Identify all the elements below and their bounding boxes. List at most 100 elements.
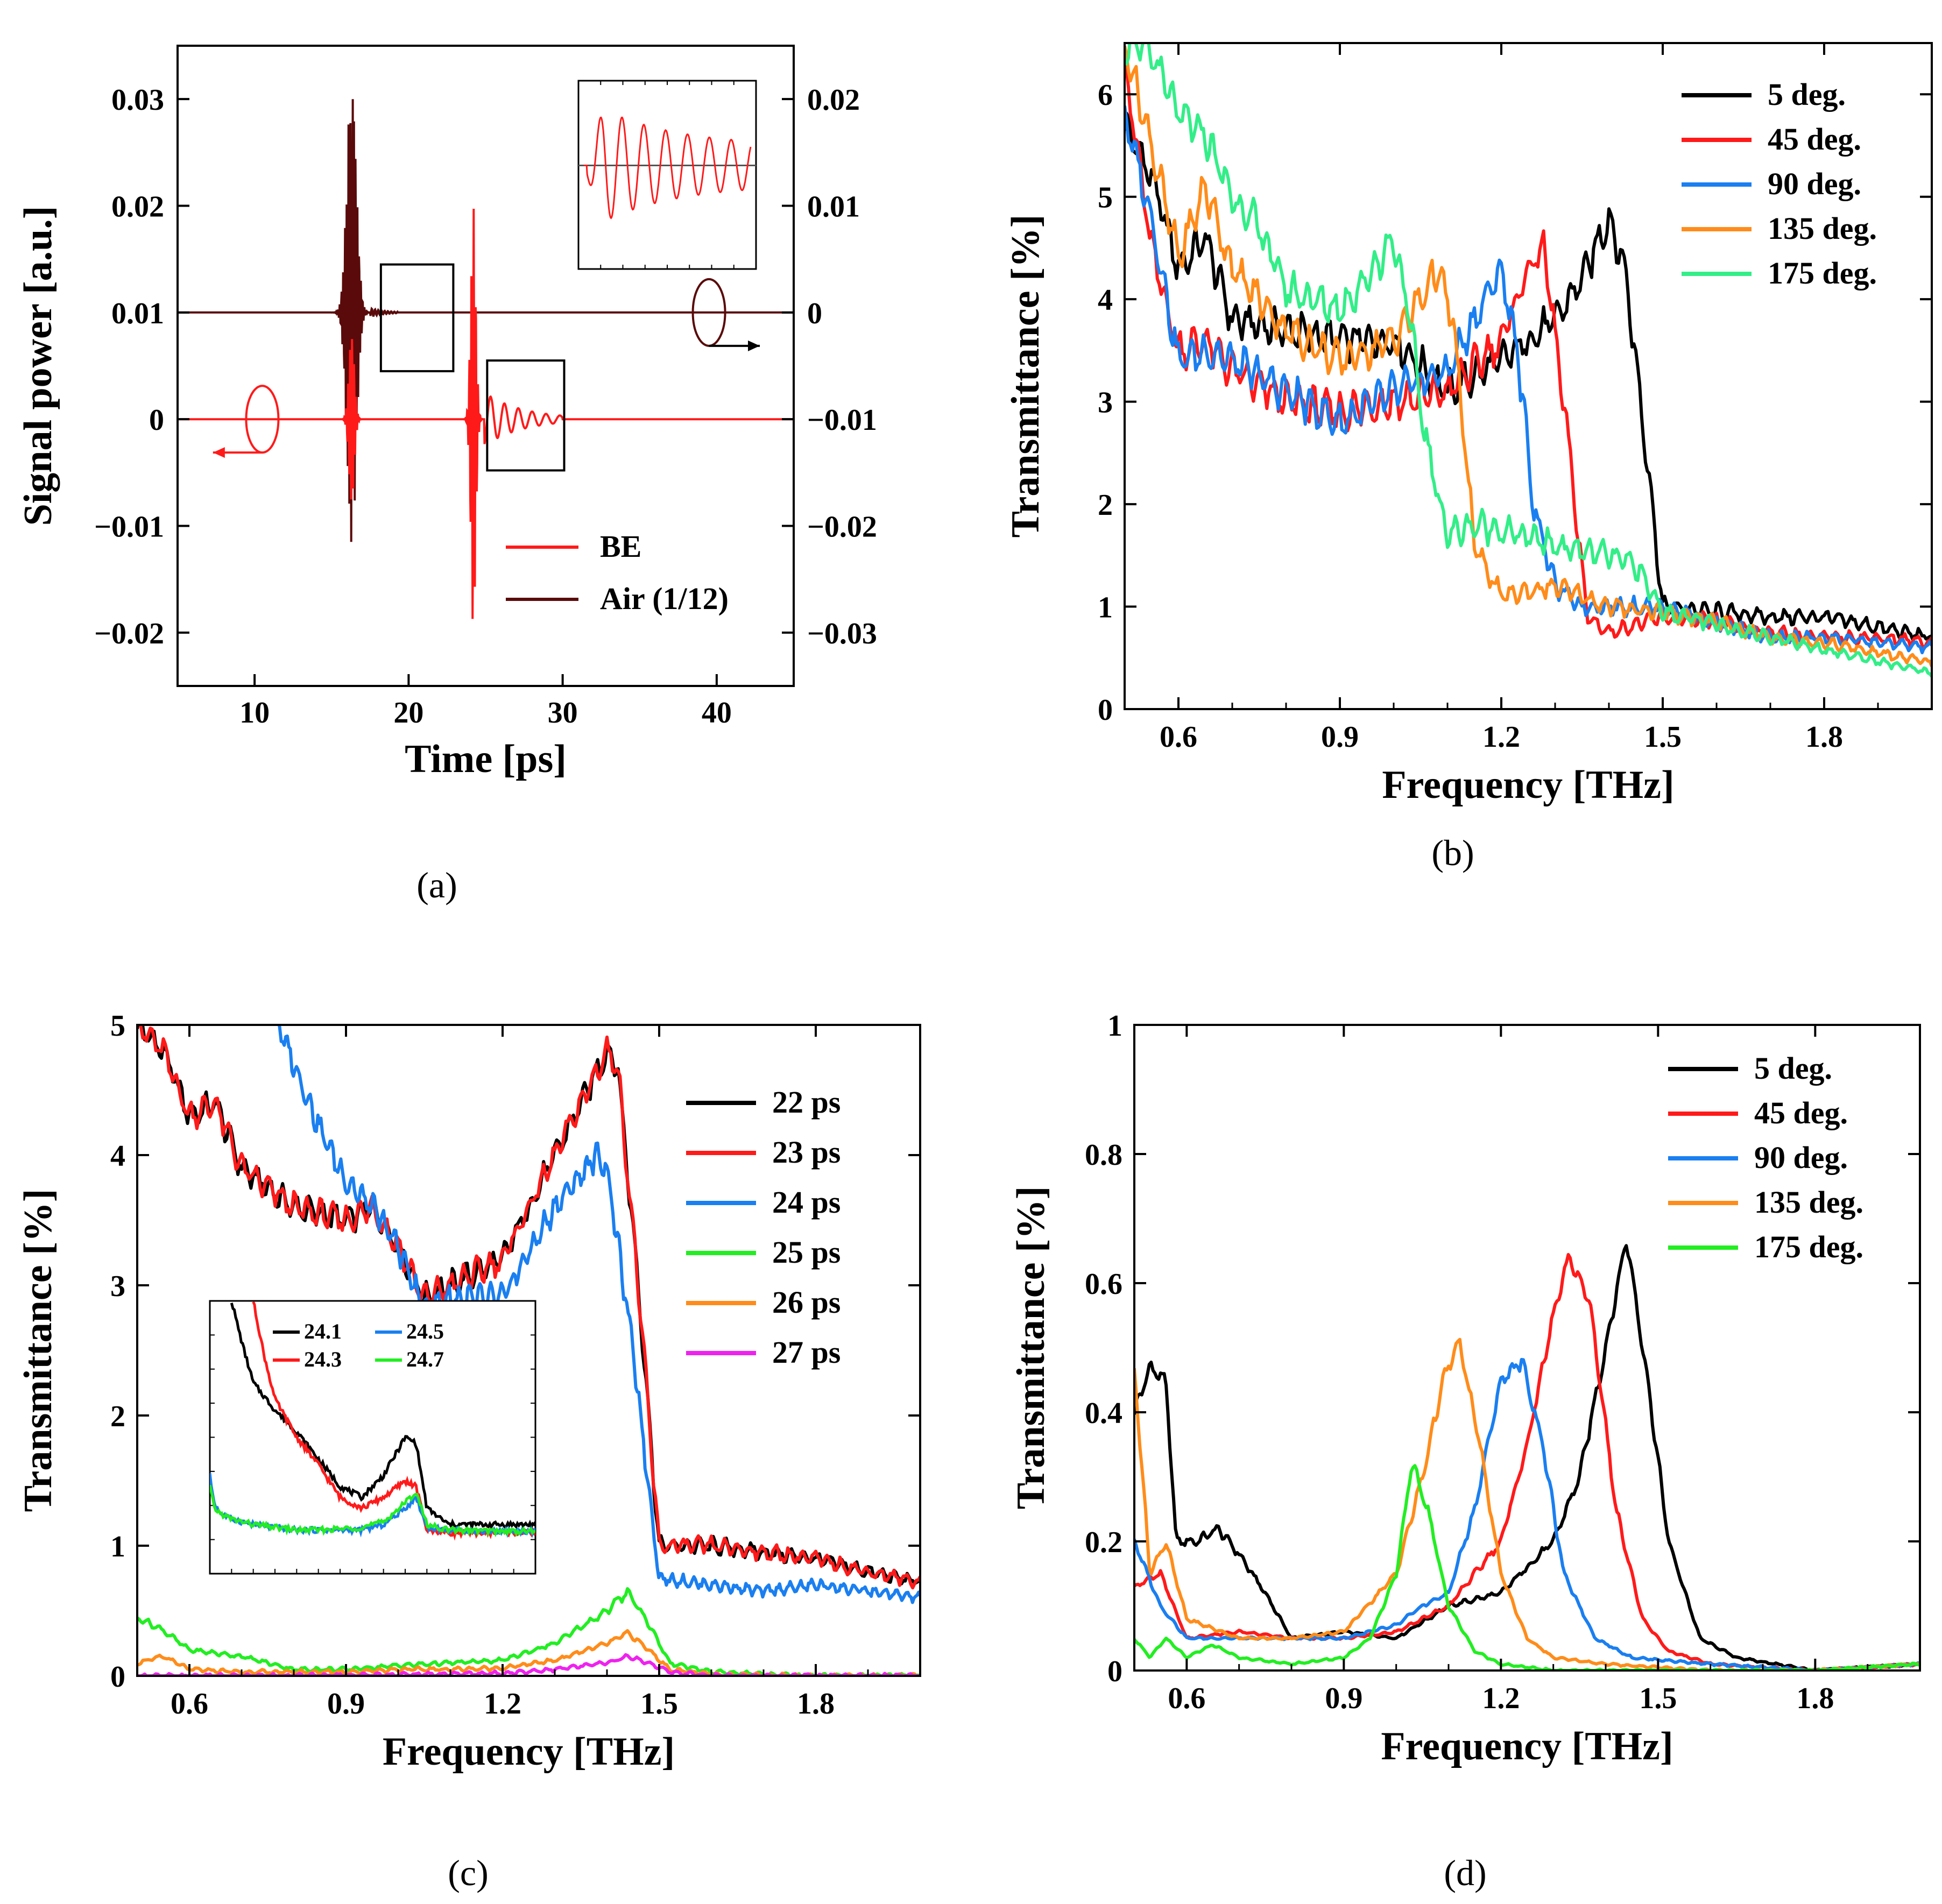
y-left-tick-label: −0.02: [94, 617, 164, 650]
legend-label: 45 deg.: [1768, 122, 1861, 157]
caption-d: (d): [1444, 1852, 1486, 1893]
y-right-tick-label: −0.02: [807, 511, 877, 544]
panel-d: 0.6 0.9 1.2 1.5 1.8 0 0.2 0.4 0.6 0.8 1 Frequency […: [1009, 1009, 1921, 1768]
legend-label: 45 deg.: [1754, 1095, 1848, 1130]
y-right-tick-label: −0.01: [807, 404, 877, 437]
y-right-tick-label: 0.02: [807, 83, 860, 117]
x-axis-label: Time [ps]: [405, 737, 567, 781]
inset-legend-label: 24.7: [406, 1347, 444, 1371]
x-tick-label: 0.6: [1168, 1682, 1205, 1715]
legend-label: 175 deg.: [1754, 1229, 1863, 1264]
y-axis-label: Transmittance [%]: [16, 1189, 60, 1512]
x-tick-label: 1.8: [1805, 720, 1843, 754]
series-line-90-deg-: [1125, 105, 1932, 655]
legend-label: Air (1/12): [600, 581, 729, 616]
plot-frame: [136, 1024, 921, 1677]
series-line-25-ps: [137, 1587, 920, 1676]
y-left-tick-label: −0.01: [94, 511, 164, 544]
series-line-175-deg-: [1134, 1464, 1920, 1671]
y-tick-label: 5: [110, 1009, 125, 1043]
y-tick-label: 0.8: [1085, 1138, 1122, 1172]
x-tick-label: 1.5: [1644, 720, 1682, 754]
inset-line-be: [584, 116, 752, 220]
series-line-27-ps: [137, 1653, 920, 1676]
series-line-24-ps: [277, 1025, 920, 1604]
plot-frame: [1133, 1024, 1921, 1672]
x-tick-label: 10: [239, 696, 270, 730]
x-tick-label: 20: [393, 696, 423, 730]
inset-frame: [577, 80, 757, 270]
panel-b: 0.6 0.9 1.2 1.5 1.8 0 1 2 3 4 5 6 Frequency [THz] Tra…: [1004, 42, 1933, 807]
series-line-26-ps: [137, 1629, 920, 1676]
y-tick-label: 5: [1098, 181, 1113, 215]
y-tick-label: 4: [110, 1139, 125, 1173]
series-group: [137, 1025, 920, 1676]
x-tick-label: 30: [548, 696, 578, 730]
series-line-air: [178, 99, 794, 542]
series-line-23-ps: [138, 1025, 920, 1590]
y-tick-label: 0: [110, 1660, 125, 1694]
plot-frame: [1124, 42, 1933, 710]
series-line-5-deg-: [1125, 111, 1932, 641]
caption-c: (c): [448, 1852, 488, 1893]
series-group: [178, 99, 794, 619]
y-tick-label: 1: [110, 1530, 125, 1563]
x-tick-label: 1.5: [1639, 1682, 1677, 1715]
y-left-tick-label: 0.02: [111, 190, 164, 224]
y-tick-label: 0: [1098, 693, 1113, 727]
series-line-135-deg-: [1134, 1337, 1920, 1671]
x-tick-label: 1.8: [797, 1687, 835, 1721]
x-tick-label: 0.9: [327, 1687, 365, 1721]
inset: 24.1 24.3 24.5 24.7: [209, 1300, 536, 1575]
x-axis-label: Frequency [THz]: [1381, 1724, 1673, 1768]
y-tick-label: 2: [1098, 489, 1113, 522]
legend: 5 deg. 45 deg. 90 deg. 135 deg. 175 deg.: [1682, 77, 1877, 291]
x-tick-label: 1.5: [640, 1687, 678, 1721]
legend-label: 5 deg.: [1768, 77, 1846, 112]
y-right-tick-label: −0.03: [807, 617, 877, 650]
series-line-175-deg-: [1125, 43, 1932, 678]
legend-label: 175 deg.: [1768, 256, 1877, 291]
panel-c: 0.6 0.9 1.2 1.5 1.8 0 1 2 3 4 5 Frequency [THz] Tran…: [16, 1009, 921, 1774]
x-tick-label: 0.6: [171, 1687, 208, 1721]
y-tick-label: 6: [1098, 79, 1113, 112]
right-axis-arrowhead: [748, 340, 760, 351]
y-left-tick-label: 0: [149, 404, 164, 437]
zoom-box-be: [486, 359, 566, 472]
legend: 22 ps 23 ps 24 ps 25 ps 26 ps 27 ps: [686, 1085, 841, 1370]
y-tick-label: 3: [1098, 386, 1113, 420]
series-line-be: [178, 208, 794, 619]
legend-label: 90 deg.: [1768, 166, 1861, 201]
caption-b: (b): [1431, 832, 1474, 873]
series-line-135-deg-: [1125, 45, 1932, 667]
series-group: [1134, 1244, 1920, 1671]
legend: BE Air (1/12): [506, 529, 729, 616]
legend-label: 27 ps: [772, 1335, 841, 1370]
y-axis-label: Transmittance [%]: [1004, 215, 1048, 538]
x-tick-label: 0.6: [1160, 720, 1197, 754]
legend-label: 25 ps: [772, 1235, 841, 1270]
legend-label: BE: [600, 529, 641, 564]
x-axis-label: Frequency [THz]: [1382, 763, 1674, 807]
panel-a: 10 20 30 40 −0.02 −0.01 0 0.01 0.02 0.03 −0.03 −0.0…: [16, 45, 877, 781]
x-tick-label: 1.8: [1796, 1682, 1834, 1715]
x-axis-label: Frequency [THz]: [383, 1730, 675, 1774]
y-axis-label: Signal power [a.u.]: [16, 206, 60, 526]
inset-series: [210, 1301, 535, 1541]
y-axis-label: Transmittance [%]: [1009, 1186, 1053, 1510]
x-tick-label: 1.2: [1482, 720, 1520, 754]
series-group: [1125, 43, 1932, 678]
caption-a: (a): [416, 865, 457, 905]
inset-legend-label: 24.1: [304, 1319, 342, 1343]
inset-legend-label: 24.5: [406, 1319, 444, 1343]
y-tick-label: 0.4: [1085, 1397, 1122, 1430]
y-tick-label: 1: [1098, 591, 1113, 625]
plot-frame: [176, 45, 795, 687]
y-tick-label: 0.6: [1085, 1268, 1122, 1301]
x-tick-label: 0.9: [1325, 1682, 1362, 1715]
legend-label: 135 deg.: [1754, 1185, 1863, 1220]
legend-label: 24 ps: [772, 1185, 841, 1220]
legend-label: 5 deg.: [1754, 1051, 1832, 1086]
